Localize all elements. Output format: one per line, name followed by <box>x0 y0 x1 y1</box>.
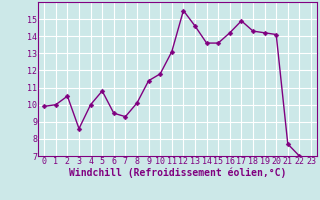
X-axis label: Windchill (Refroidissement éolien,°C): Windchill (Refroidissement éolien,°C) <box>69 168 286 178</box>
